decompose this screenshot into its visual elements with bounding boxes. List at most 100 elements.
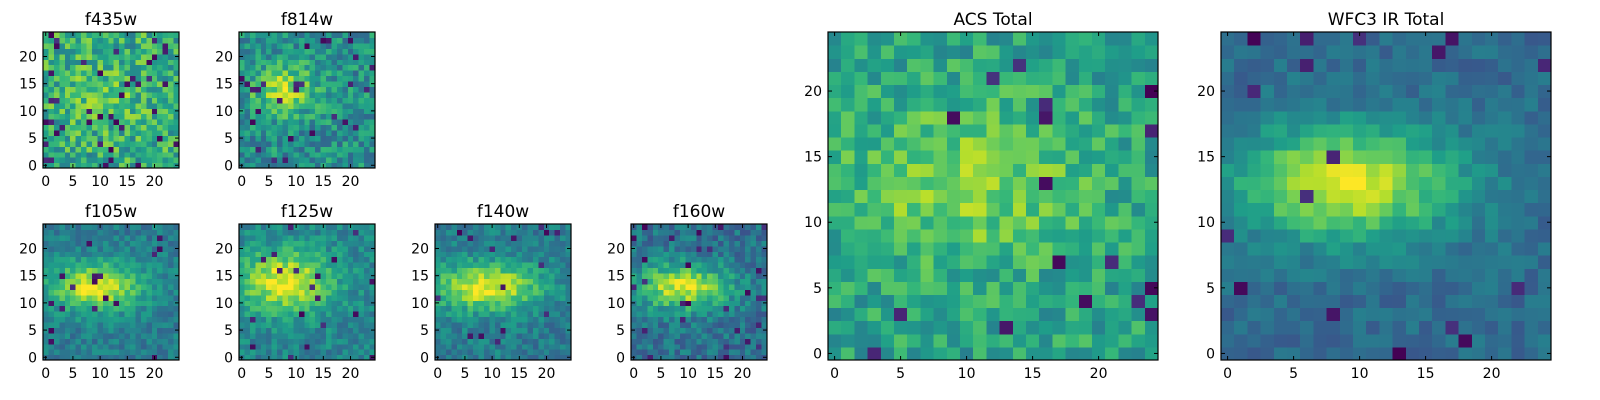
heatmap-cell	[1105, 97, 1119, 112]
heatmap-cell	[1247, 255, 1262, 269]
heatmap-cell	[266, 75, 273, 82]
heatmap-cell	[304, 53, 311, 60]
heatmap-cell	[287, 245, 294, 252]
heatmap-cell	[326, 37, 333, 44]
axes-frame	[827, 31, 1159, 361]
heatmap-cell	[293, 86, 300, 93]
heatmap-cell	[658, 234, 665, 241]
heatmap-cell	[1445, 268, 1460, 282]
heatmap-cell	[249, 321, 256, 328]
heatmap-cell	[358, 262, 365, 269]
heatmap-cell	[320, 129, 327, 136]
heatmap-cell	[353, 146, 360, 153]
heatmap-cell	[146, 343, 153, 350]
heatmap-cell	[347, 316, 354, 323]
heatmap-cell	[369, 251, 376, 258]
heatmap-cell	[723, 234, 730, 241]
heatmap-cell	[973, 163, 987, 177]
heatmap-cell	[1366, 189, 1380, 204]
heatmap-cell	[565, 240, 572, 247]
heatmap-cell	[554, 311, 561, 318]
heatmap-cell	[320, 64, 327, 71]
heatmap-cell	[140, 80, 147, 87]
heatmap-cell	[271, 321, 278, 328]
heatmap-cell	[478, 240, 485, 247]
heatmap-cell	[451, 338, 458, 345]
heatmap-cell	[151, 129, 158, 136]
heatmap-cell	[1326, 281, 1341, 295]
heatmap-cell	[336, 42, 343, 49]
heatmap-cell	[168, 305, 175, 312]
heatmap-cell	[739, 311, 746, 318]
heatmap-cell	[282, 146, 289, 153]
heatmap-cell	[326, 75, 333, 82]
heatmap-cell	[43, 113, 50, 120]
heatmap-cell	[86, 316, 93, 323]
heatmap-cell	[266, 108, 273, 115]
heatmap-cell	[933, 202, 948, 217]
heatmap-cell	[1339, 281, 1354, 295]
heatmap-cell	[151, 300, 158, 307]
heatmap-cell	[745, 349, 752, 356]
heatmap-cell	[298, 245, 305, 252]
heatmap-cell	[81, 70, 88, 77]
heatmap-cell	[151, 349, 158, 356]
heatmap-cell	[91, 146, 98, 153]
heatmap-cell	[1026, 281, 1040, 295]
heatmap-cell	[652, 300, 659, 307]
heatmap-cell	[336, 48, 343, 55]
heatmap-cell	[146, 157, 153, 164]
heatmap-cell	[162, 300, 169, 307]
heatmap-cell	[309, 256, 316, 263]
heatmap-cell	[920, 150, 935, 164]
heatmap-cell	[489, 343, 496, 350]
heatmap-cell	[119, 305, 126, 312]
heatmap-cell	[734, 289, 741, 296]
heatmap-cell	[151, 37, 158, 44]
heatmap-cell	[1131, 320, 1146, 335]
heatmap-cell	[287, 86, 294, 93]
heatmap-cell	[102, 157, 109, 164]
heatmap-cell	[1078, 58, 1093, 72]
heatmap-cell	[658, 272, 665, 279]
heatmap-cell	[933, 228, 948, 243]
heatmap-cell	[146, 245, 153, 252]
heatmap-cell	[960, 202, 974, 217]
heatmap-cell	[86, 119, 93, 126]
heatmap-cell	[867, 281, 882, 295]
heatmap-cell	[456, 343, 463, 350]
heatmap-cell	[364, 64, 371, 71]
heatmap-cell	[326, 283, 333, 290]
heatmap-cell	[81, 32, 88, 39]
heatmap-cell	[734, 300, 741, 307]
heatmap-cell	[70, 240, 77, 247]
heatmap-cell	[445, 272, 452, 279]
heatmap-cell	[277, 338, 284, 345]
heatmap-cell	[48, 294, 55, 301]
heatmap-cell	[986, 189, 1001, 204]
heatmap-cell	[946, 45, 961, 59]
heatmap-cell	[298, 354, 305, 361]
heatmap-cell	[91, 140, 98, 147]
heatmap-cell	[162, 294, 169, 301]
heatmap-cell	[173, 42, 180, 49]
heatmap-cell	[1273, 320, 1288, 335]
heatmap-cell	[59, 91, 66, 98]
heatmap-cell	[135, 262, 142, 269]
heatmap-cell	[880, 346, 895, 361]
heatmap-cell	[119, 108, 126, 115]
heatmap-cell	[91, 327, 98, 334]
heatmap-cell	[320, 135, 327, 142]
heatmap-cell	[631, 234, 638, 241]
heatmap-cell	[146, 32, 153, 39]
heatmap-cell	[1273, 268, 1288, 282]
heatmap-cell	[712, 349, 719, 356]
heatmap-cell	[445, 267, 452, 274]
y-tick-label: 5	[813, 281, 822, 297]
heatmap-cell	[81, 135, 88, 142]
heatmap-cell	[70, 327, 77, 334]
heatmap-cell	[162, 251, 169, 258]
heatmap-cell	[320, 294, 327, 301]
heatmap-cell	[70, 305, 77, 312]
